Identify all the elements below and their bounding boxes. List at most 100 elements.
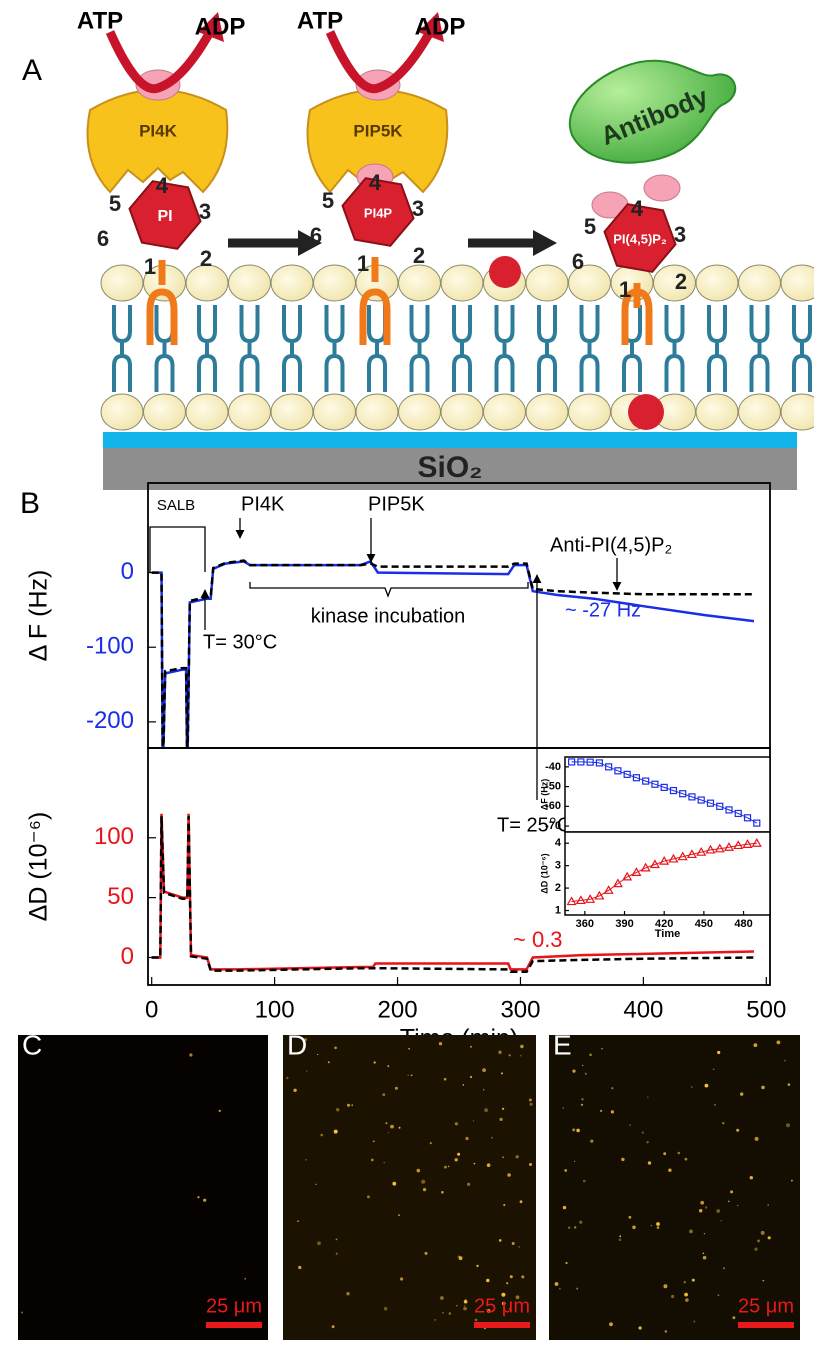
fluorescent-spot	[476, 1264, 479, 1268]
fluorescent-spot	[683, 1281, 686, 1284]
fluorescent-spot	[671, 1294, 675, 1299]
position-number: 3	[412, 196, 424, 221]
lipid-red-head	[489, 256, 521, 288]
marker	[723, 842, 735, 851]
fluorescent-spot	[641, 1131, 644, 1134]
position-number: 3	[199, 199, 211, 224]
fluorescent-spot	[574, 1226, 577, 1229]
fluorescent-spot	[650, 1224, 652, 1227]
y-tick-label: 0	[121, 943, 134, 970]
fluorescent-spot	[454, 1158, 458, 1162]
y-tick-label: 50	[107, 883, 134, 910]
arrow-head	[533, 230, 557, 256]
fluorescent-spot	[754, 1247, 758, 1251]
fluorescent-spot	[448, 1312, 452, 1315]
x-tick-label: 100	[255, 996, 295, 1023]
scale-bar	[474, 1322, 530, 1328]
marker	[714, 843, 725, 853]
fluorescent-spot	[416, 1168, 421, 1173]
lipid-head	[355, 393, 399, 431]
fluorescent-spot	[317, 1241, 321, 1246]
lipid-tail	[707, 305, 727, 353]
fluorescent-spot	[457, 1255, 461, 1259]
fluorescent-spot	[573, 1160, 576, 1163]
inset-background	[565, 832, 770, 915]
marker	[716, 802, 724, 810]
fluorescent-spot	[702, 1252, 705, 1255]
marker	[743, 814, 752, 822]
lipid-tail	[409, 305, 430, 353]
annotation: ~ 0.3	[513, 927, 563, 952]
lipid-head	[525, 264, 569, 302]
marker	[688, 793, 696, 801]
fluorescent-spot	[611, 1087, 614, 1090]
fluorescent-spot	[499, 1117, 503, 1121]
fluorescent-spot	[434, 1319, 437, 1321]
fluorescent-spot	[244, 1278, 246, 1280]
lipid-head	[483, 393, 526, 431]
atp-arrow-head	[418, 12, 444, 42]
fluorescent-spot	[440, 1296, 444, 1300]
y-tick-label: -70	[545, 820, 561, 832]
fluorescent-spot	[511, 1242, 515, 1245]
marker	[595, 759, 603, 767]
fluorescent-spot	[518, 1246, 520, 1248]
marker	[623, 770, 631, 778]
position-number: 2	[675, 269, 687, 294]
fluorescent-spot	[601, 1047, 603, 1050]
fluorescent-spot	[501, 1072, 503, 1075]
position-number: 6	[97, 226, 109, 251]
fluorescent-spot	[722, 1122, 725, 1125]
pi-tail	[359, 257, 391, 345]
fluorescent-spot	[299, 1051, 302, 1053]
panel-letter: D	[287, 1029, 307, 1060]
fluorescent-spot	[576, 1128, 580, 1133]
lipid-tail	[749, 305, 770, 353]
lipid-head	[695, 393, 739, 431]
fluorescent-spot	[498, 1050, 502, 1054]
lipid-head	[270, 264, 314, 302]
enzyme-label: PIP5K	[353, 121, 403, 140]
y-tick-label: -40	[545, 761, 561, 773]
fluorescent-spot	[689, 1229, 693, 1234]
adp-label: ADP	[415, 13, 466, 40]
marker	[705, 844, 716, 854]
antibody-shape	[569, 59, 737, 164]
annotation: ~ -27 Hz	[565, 599, 641, 621]
fluorescent-spot	[703, 1233, 706, 1235]
fluorescent-spot	[480, 1298, 483, 1301]
fluorescent-spot	[509, 1275, 513, 1279]
lipid-head	[313, 393, 356, 431]
lipid-tail	[664, 305, 685, 353]
y-axis-label: ΔF (Hz)	[539, 779, 549, 810]
lipid-tail	[494, 346, 515, 392]
fluorescent-spot	[387, 1131, 389, 1133]
lipid-tail	[197, 305, 217, 353]
position-number: 1	[619, 277, 631, 302]
scale-bar	[206, 1322, 262, 1328]
fluorescent-spot	[521, 1275, 525, 1279]
fluorescent-spot	[720, 1220, 722, 1222]
lipid-tail	[622, 346, 642, 392]
inositol-ring	[603, 203, 677, 273]
lipid-head	[525, 393, 569, 431]
fluorescent-spot	[491, 1136, 493, 1139]
fluorescent-spot	[486, 1163, 491, 1167]
fluorescent-spot	[410, 1074, 413, 1077]
position-number: 4	[156, 173, 169, 198]
fluorescent-spot	[382, 1093, 386, 1097]
marker	[696, 846, 707, 856]
fluorescent-spot	[722, 1267, 725, 1270]
fluorescent-spot	[286, 1076, 289, 1080]
fluorescent-spot	[749, 1176, 753, 1180]
fluorescent-spot	[297, 1220, 299, 1222]
fluorescent-spot	[443, 1077, 447, 1081]
fluorescent-spot	[385, 1122, 388, 1125]
position-number: 2	[413, 243, 425, 268]
fluorescent-spot	[562, 1205, 567, 1210]
lipid-tail	[792, 305, 812, 353]
fluorescent-spot	[554, 1282, 559, 1286]
fluorescent-spot	[761, 1085, 765, 1090]
fluorescent-spot	[408, 1047, 410, 1050]
fluorescent-spot	[218, 1109, 221, 1112]
